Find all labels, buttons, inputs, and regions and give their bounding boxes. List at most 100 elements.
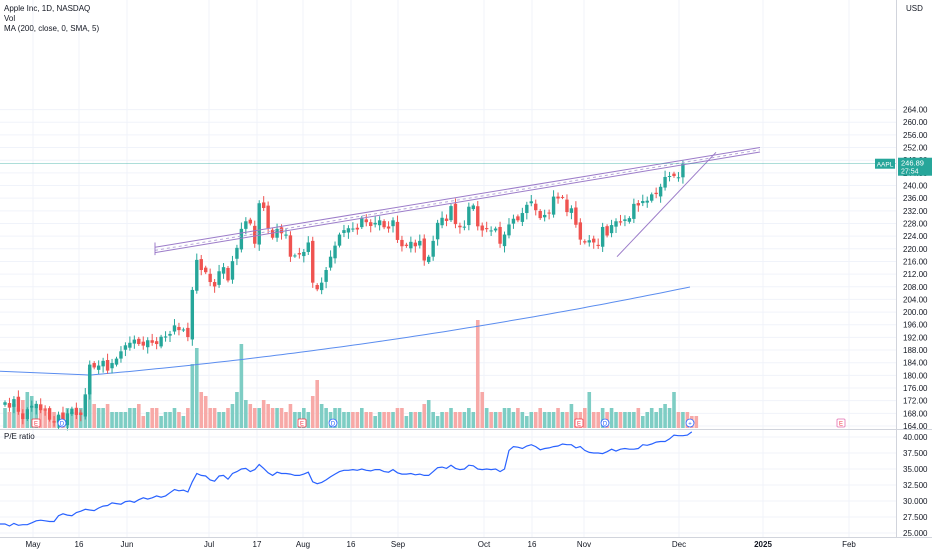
volume-bar: [3, 408, 7, 428]
add-marker-icon[interactable]: +: [685, 418, 695, 428]
candle-body: [444, 218, 449, 221]
pe-ratio-legend[interactable]: P/E ratio: [4, 432, 35, 441]
pe-ratio-line[interactable]: [0, 431, 693, 527]
volume-bar: [34, 408, 39, 428]
price-tick-label: 172.00: [903, 397, 928, 406]
date-tick-label: 16: [347, 540, 356, 549]
earnings-marker-icon[interactable]: E: [836, 418, 846, 428]
volume-bar: [177, 412, 181, 428]
candle-body: [123, 345, 128, 350]
volume-bar: [507, 408, 511, 428]
candle-body: [395, 221, 400, 240]
candle-body: [7, 403, 12, 408]
candle-body: [681, 163, 685, 178]
volume-bar: [132, 408, 137, 428]
volume-bar: [694, 416, 699, 428]
dividend-marker-icon[interactable]: D: [57, 418, 67, 428]
volume-bar: [12, 404, 16, 428]
price-tag-countdown: 27:54: [901, 169, 919, 176]
candle-body: [141, 341, 145, 346]
candle-body: [195, 259, 199, 291]
candle-body: [199, 259, 203, 270]
volume-bar: [275, 408, 279, 428]
date-tick-label: 17: [253, 540, 262, 549]
price-tick-label: 212.00: [903, 270, 928, 279]
volume-bar: [221, 412, 226, 428]
candle-body: [16, 396, 21, 412]
volume-legend[interactable]: Vol: [4, 14, 16, 23]
candle-body: [484, 228, 489, 230]
volume-bar: [360, 408, 364, 428]
rising-support-line[interactable]: [616, 151, 717, 258]
candle-body: [449, 206, 453, 221]
candle-body: [235, 247, 239, 259]
candle-body: [596, 244, 600, 246]
candle-body: [569, 208, 574, 213]
ma-legend[interactable]: MA (200, close, 0, SMA, 5): [4, 24, 100, 33]
volume-bar: [270, 408, 275, 428]
candle-body: [324, 270, 328, 282]
earnings-marker-icon[interactable]: E: [297, 418, 307, 428]
candle-body: [476, 206, 480, 227]
earnings-marker-icon[interactable]: E: [31, 418, 41, 428]
pe-tick-label: 25.000: [903, 529, 928, 538]
price-tick-label: 252.00: [903, 144, 928, 153]
price-tick-label: 228.00: [903, 219, 928, 228]
volume-bar: [342, 412, 346, 428]
dividend-marker-icon[interactable]: D: [600, 418, 610, 428]
volume-bar: [310, 396, 315, 428]
candle-body: [110, 363, 114, 369]
volume-bar: [409, 412, 413, 428]
price-tick-label: 240.00: [903, 182, 928, 191]
volume-bar: [417, 412, 422, 428]
candle-body: [79, 412, 83, 415]
svg-text:D: D: [331, 422, 336, 428]
date-tick-label: Oct: [478, 540, 491, 549]
volume-bar: [194, 348, 199, 428]
candle-body: [172, 325, 177, 332]
date-tick-label: Nov: [577, 540, 591, 549]
volume-bar: [525, 416, 529, 428]
symbol-title[interactable]: Apple Inc, 1D, NASDAQ: [4, 4, 91, 13]
price-tick-label: 176.00: [903, 384, 928, 393]
earnings-marker-icon[interactable]: E: [574, 418, 584, 428]
volume-bar: [364, 412, 369, 428]
candle-body: [578, 222, 583, 240]
channel-upper-line[interactable]: [154, 147, 761, 248]
candle-body: [493, 228, 498, 231]
candle-body: [74, 407, 79, 415]
volume-bar: [257, 408, 262, 428]
candle-body: [623, 219, 627, 221]
candle-body: [516, 216, 520, 221]
volume-bar: [29, 396, 34, 428]
candle-body: [547, 212, 551, 214]
volume-bar: [7, 412, 12, 428]
candle-body: [650, 194, 654, 201]
volume-bar: [475, 320, 480, 428]
channel-lower-line[interactable]: [154, 151, 761, 254]
svg-text:E: E: [577, 422, 581, 428]
volume-bar: [511, 412, 516, 428]
ma-line[interactable]: [0, 286, 691, 376]
channel-mid-line: [154, 149, 761, 251]
candle-body: [257, 203, 261, 245]
candle-body: [70, 408, 74, 415]
volume-bar: [453, 412, 458, 428]
volume-bar: [444, 412, 449, 428]
volume-bar: [547, 412, 551, 428]
volume-bar: [154, 408, 159, 428]
candle-body: [431, 240, 435, 257]
dividend-marker-icon[interactable]: D: [328, 418, 338, 428]
volume-bar: [74, 412, 79, 428]
volume-bar: [114, 412, 119, 428]
volume-bar: [640, 416, 645, 428]
candle-body: [498, 226, 502, 244]
candle-body: [204, 267, 208, 273]
volume-bar: [569, 404, 574, 428]
candle-body: [346, 228, 351, 233]
date-tick-label: Dec: [672, 540, 686, 549]
volume-bar: [422, 404, 427, 428]
candle-body: [101, 360, 105, 367]
